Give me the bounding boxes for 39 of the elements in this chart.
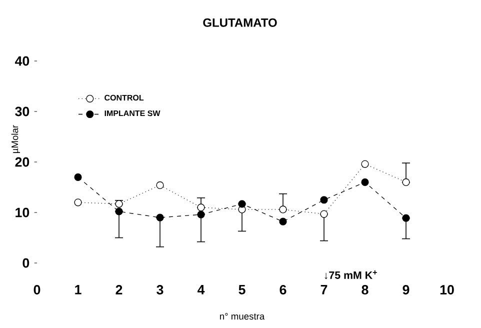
y-tick-label: 10 [16,208,30,218]
point [115,208,123,216]
legend-label: IMPLANTE SW [104,110,160,116]
legend-label: CONTROL [104,94,144,101]
point [361,178,369,186]
x-tick-label: 10 [440,285,454,294]
point [279,218,287,226]
x-tick-label: 9 [402,285,410,294]
point [115,200,123,208]
point [74,173,82,181]
point [156,181,164,190]
point [74,198,82,206]
x-tick-label: 8 [362,285,368,294]
point [238,200,246,208]
x-tick-label: 3 [156,285,164,294]
x-tick-label: 7 [320,285,328,294]
y-tick-label: 20 [15,157,30,167]
x-tick-label: 5 [238,285,246,294]
y-tick-label: 30 [15,106,30,116]
point [320,196,328,204]
chart-title: GLUTAMATO [203,18,277,27]
point [402,214,410,222]
point [197,204,205,212]
x-tick-label: 1 [75,285,82,294]
x-axis-title: n° muestra [220,313,265,320]
x-tick-label: 2 [116,285,122,294]
point [156,214,164,222]
point [279,206,287,214]
point [402,178,410,186]
point [361,160,369,168]
y-axis-title: µMolar [11,125,20,154]
y-tick-label: 40 [15,56,30,66]
y-tick-label: 0 [22,258,30,268]
x-tick-label: 6 [280,285,286,294]
x-tick-label: 4 [198,285,205,294]
x-tick-label: 0 [34,285,40,294]
text: ↓75 mM K$^{+}$ [324,270,377,280]
point [197,210,205,218]
point [320,210,328,218]
